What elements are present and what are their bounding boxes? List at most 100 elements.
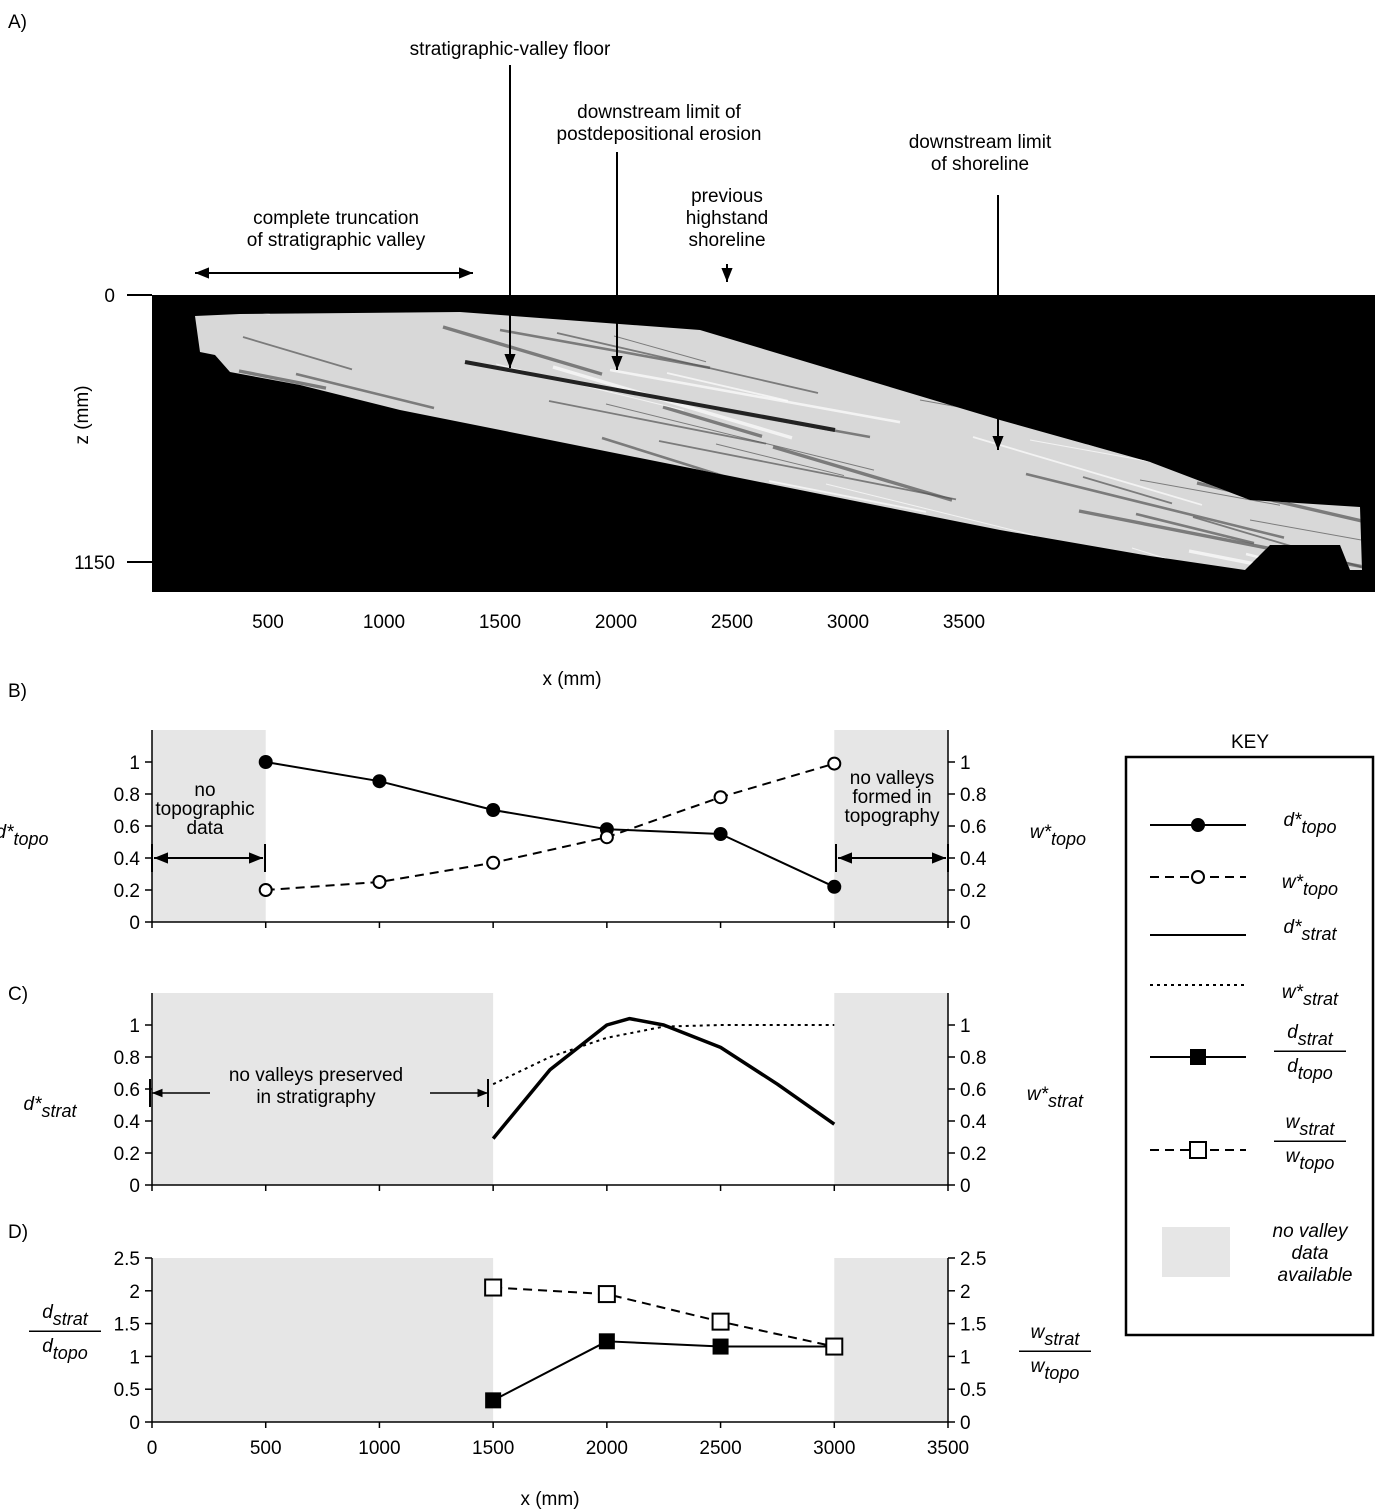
y2-tick-label: 0.6 [960, 1080, 986, 1101]
annotation: complete truncation [253, 208, 419, 229]
subscript: topo [1051, 829, 1086, 849]
y-tick-label: 1 [129, 753, 140, 774]
series-label: d*topo [0, 822, 49, 849]
marker [714, 827, 728, 841]
y-tick-label: 0.4 [114, 849, 141, 870]
annotation: XES 02 [1200, 367, 1264, 388]
subscript: topo [1301, 817, 1336, 837]
subscript: topo [1299, 1153, 1334, 1173]
key-title: KEY [1231, 732, 1269, 753]
y2-tick-label: 1 [960, 1347, 971, 1368]
y2-tick-label: 0.4 [960, 849, 987, 870]
y-tick-label: 0.4 [114, 1112, 141, 1133]
series-line [493, 1019, 834, 1139]
subscript: topo [1298, 1063, 1333, 1083]
subscript: strat [53, 1309, 89, 1329]
fraction-denominator: wtopo [1031, 1356, 1080, 1383]
marker [487, 857, 499, 869]
annotation: R02_1_YSlice01690 [163, 564, 336, 585]
fraction-denominator: wtopo [1286, 1146, 1335, 1173]
x-axis-label: x (mm) [542, 669, 601, 690]
y-tick-label: 2.5 [114, 1249, 140, 1270]
y2-tick-label: 0.4 [960, 1112, 987, 1133]
key-shade-label: no valley [1273, 1221, 1349, 1242]
annotation: no valleys [850, 768, 935, 789]
panel-label: D) [8, 1222, 28, 1243]
series-line [493, 1341, 834, 1400]
y2-tick-label: 0 [960, 1176, 971, 1197]
y2-tick-label: 0.2 [960, 1144, 986, 1165]
symbol: d* [1283, 810, 1302, 831]
y-tick-label: 0.6 [114, 1080, 140, 1101]
annotation: postdepositional erosion [557, 124, 762, 145]
y2-tick-label: 1.5 [960, 1315, 986, 1336]
fraction-numerator: wstrat [1031, 1322, 1081, 1349]
annotation: topographic [155, 799, 254, 820]
subscript: strat [1048, 1091, 1084, 1111]
key-shade-swatch [1162, 1227, 1230, 1277]
key-shade-label: data [1292, 1243, 1329, 1264]
x-axis-label: x (mm) [520, 1489, 579, 1510]
y-tick-label: 0 [129, 913, 140, 934]
x-tick-label: 500 [250, 1438, 282, 1459]
fraction-numerator: dstrat [1287, 1022, 1334, 1049]
y-axis-label: z (mm) [72, 385, 93, 444]
subscript: topo [13, 829, 48, 849]
marker [713, 1339, 729, 1355]
y2-tick-label: 2.5 [960, 1249, 986, 1270]
x-tick-label: 3000 [813, 1438, 855, 1459]
annotation: downstream limit [909, 132, 1052, 153]
key-shade-label: available [1278, 1265, 1353, 1286]
y2-tick-label: 2 [960, 1282, 971, 1303]
subscript: strat [1303, 989, 1339, 1009]
symbol: w* [1030, 822, 1052, 843]
series-label: w*topo [1030, 822, 1086, 849]
y-tick-label: 0.8 [114, 1048, 140, 1069]
key-marker [1190, 1049, 1206, 1065]
y-tick-label: 1 [129, 1347, 140, 1368]
marker [486, 803, 500, 817]
x-tick-label: 0 [147, 1438, 158, 1459]
y-tick-label: 0 [129, 1176, 140, 1197]
x-tick-label: 1500 [479, 612, 521, 633]
marker [715, 791, 727, 803]
symbol: w* [1282, 872, 1304, 893]
subscript: topo [1044, 1363, 1079, 1383]
subscript: strat [1298, 1029, 1334, 1049]
y-tick-label: 0 [129, 1413, 140, 1434]
marker [713, 1314, 729, 1330]
series-label: w*strat [1027, 1084, 1084, 1111]
annotation: no valleys preserved [229, 1065, 403, 1086]
key-marker [1192, 871, 1204, 883]
symbol: d* [0, 822, 14, 843]
series-label: w*strat [1282, 982, 1339, 1009]
panel-label: B) [8, 681, 27, 702]
annotation: in stratigraphy [256, 1087, 376, 1108]
x-tick-label: 2000 [595, 612, 637, 633]
x-tick-label: 1500 [472, 1438, 514, 1459]
annotation: formed in [852, 787, 931, 808]
series-label: d*strat [1284, 917, 1338, 944]
marker [827, 880, 841, 894]
y-tick-label: 0.5 [114, 1380, 140, 1401]
symbol: w* [1282, 982, 1304, 1003]
annotation: shoreline [688, 230, 765, 251]
series-line [493, 1288, 834, 1347]
series-line [266, 762, 835, 887]
y2-tick-label: 0.8 [960, 785, 986, 806]
marker [259, 755, 273, 769]
no-data-region [834, 993, 948, 1185]
subscript: strat [41, 1101, 77, 1121]
marker [601, 831, 613, 843]
y2-tick-label: 1 [960, 1016, 971, 1037]
panel-label: C) [8, 984, 28, 1005]
key-marker [1191, 818, 1205, 832]
key-marker [1190, 1142, 1206, 1158]
annotation: downstream limit of [577, 102, 741, 123]
y-tick-label: 2 [129, 1282, 140, 1303]
y2-tick-label: 0.6 [960, 817, 986, 838]
y2-tick-label: 0.2 [960, 881, 986, 902]
marker [260, 884, 272, 896]
fraction-numerator: dstrat [42, 1302, 89, 1329]
annotation: no [194, 780, 215, 801]
